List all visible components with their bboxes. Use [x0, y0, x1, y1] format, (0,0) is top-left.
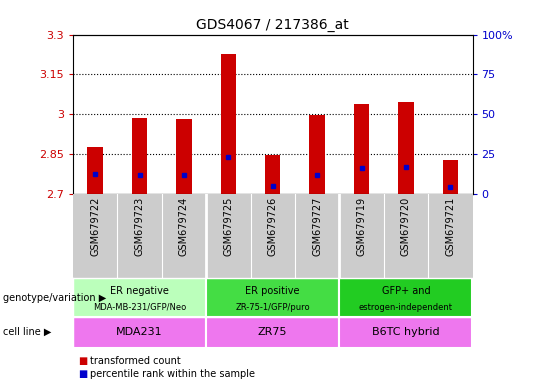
Text: ZR-75-1/GFP/puro: ZR-75-1/GFP/puro	[235, 303, 310, 312]
Text: MDA-MB-231/GFP/Neo: MDA-MB-231/GFP/Neo	[93, 303, 186, 312]
Bar	[220, 55, 236, 194]
Bar	[87, 147, 103, 194]
Text: MDA231: MDA231	[116, 327, 163, 337]
Bar	[73, 278, 206, 317]
Text: B6TC hybrid: B6TC hybrid	[372, 327, 440, 337]
Title: GDS4067 / 217386_at: GDS4067 / 217386_at	[197, 18, 349, 32]
Bar	[73, 317, 206, 348]
Text: GSM679720: GSM679720	[401, 197, 411, 256]
Text: ZR75: ZR75	[258, 327, 287, 337]
Text: GSM679719: GSM679719	[356, 197, 367, 256]
Text: cell line ▶: cell line ▶	[3, 327, 51, 337]
Text: ■: ■	[78, 356, 87, 366]
Text: GSM679721: GSM679721	[446, 197, 455, 256]
Text: GSM679723: GSM679723	[134, 197, 145, 256]
Bar	[443, 160, 458, 194]
Text: estrogen-independent: estrogen-independent	[359, 303, 453, 312]
Bar	[176, 119, 192, 194]
Bar	[309, 115, 325, 194]
Text: ■: ■	[78, 369, 87, 379]
Text: GSM679722: GSM679722	[90, 197, 100, 256]
Bar	[206, 278, 339, 317]
Text: genotype/variation ▶: genotype/variation ▶	[3, 293, 106, 303]
Text: ER positive: ER positive	[246, 286, 300, 296]
Text: GSM679724: GSM679724	[179, 197, 189, 256]
Text: GFP+ and: GFP+ and	[382, 286, 430, 296]
Bar	[339, 317, 472, 348]
Text: GSM679726: GSM679726	[268, 197, 278, 256]
Bar	[398, 102, 414, 194]
Bar	[354, 104, 369, 194]
Text: transformed count: transformed count	[90, 356, 181, 366]
Text: percentile rank within the sample: percentile rank within the sample	[90, 369, 255, 379]
Text: GSM679727: GSM679727	[312, 197, 322, 256]
Text: GSM679725: GSM679725	[224, 197, 233, 256]
Bar	[265, 155, 280, 194]
Text: ER negative: ER negative	[110, 286, 169, 296]
Bar	[206, 317, 339, 348]
Bar	[132, 118, 147, 194]
Bar	[339, 278, 472, 317]
